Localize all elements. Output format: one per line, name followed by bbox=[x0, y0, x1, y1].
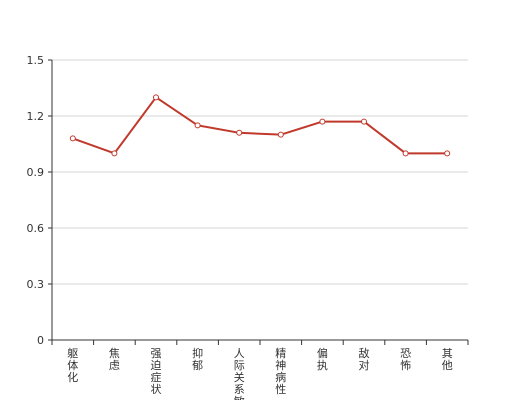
x-category-label: 其他 bbox=[442, 347, 453, 372]
axis-layer bbox=[48, 59, 469, 345]
data-point[interactable] bbox=[153, 94, 159, 101]
data-point[interactable] bbox=[277, 131, 284, 138]
data-point[interactable] bbox=[361, 118, 367, 125]
series-line bbox=[72, 96, 448, 155]
x-category-label: 恐怖 bbox=[400, 347, 411, 372]
x-category-label: 焦虑 bbox=[109, 347, 120, 372]
data-point[interactable] bbox=[236, 129, 243, 136]
y-tick-label: 0.9 bbox=[27, 166, 45, 179]
x-category-label: 偏执 bbox=[317, 346, 328, 372]
data-point[interactable] bbox=[194, 122, 201, 129]
y-tick-label: 1.2 bbox=[27, 110, 45, 123]
y-tick-label: 1.5 bbox=[27, 54, 45, 67]
x-category-label: 躯体化 bbox=[67, 347, 78, 384]
x-category-label: 精神病性 bbox=[275, 347, 286, 396]
data-point[interactable] bbox=[444, 150, 451, 157]
data-point[interactable] bbox=[319, 118, 326, 125]
x-category-labels: 躯体化 焦虑 强迫症状 抑郁 人际关系敏感 精神病性 偏执 敌对 恐怖 其他 bbox=[67, 346, 452, 400]
y-tick-label: 0 bbox=[37, 334, 44, 347]
x-category-label: 抑郁 bbox=[192, 346, 203, 372]
data-point[interactable] bbox=[111, 150, 118, 157]
grid-layer bbox=[52, 59, 468, 285]
y-tick-label: 0.6 bbox=[27, 222, 45, 235]
x-category-label: 人际关系敏感 bbox=[234, 347, 245, 400]
data-point[interactable] bbox=[402, 150, 409, 157]
y-tick-label: 0.3 bbox=[27, 278, 45, 291]
data-point[interactable] bbox=[69, 135, 76, 142]
x-category-label: 敌对 bbox=[359, 346, 370, 372]
y-tick-labels: 0 0.3 0.6 0.9 1.2 1.5 bbox=[27, 54, 45, 347]
x-category-label: 强迫症状 bbox=[151, 347, 162, 396]
series-layer bbox=[69, 94, 451, 157]
